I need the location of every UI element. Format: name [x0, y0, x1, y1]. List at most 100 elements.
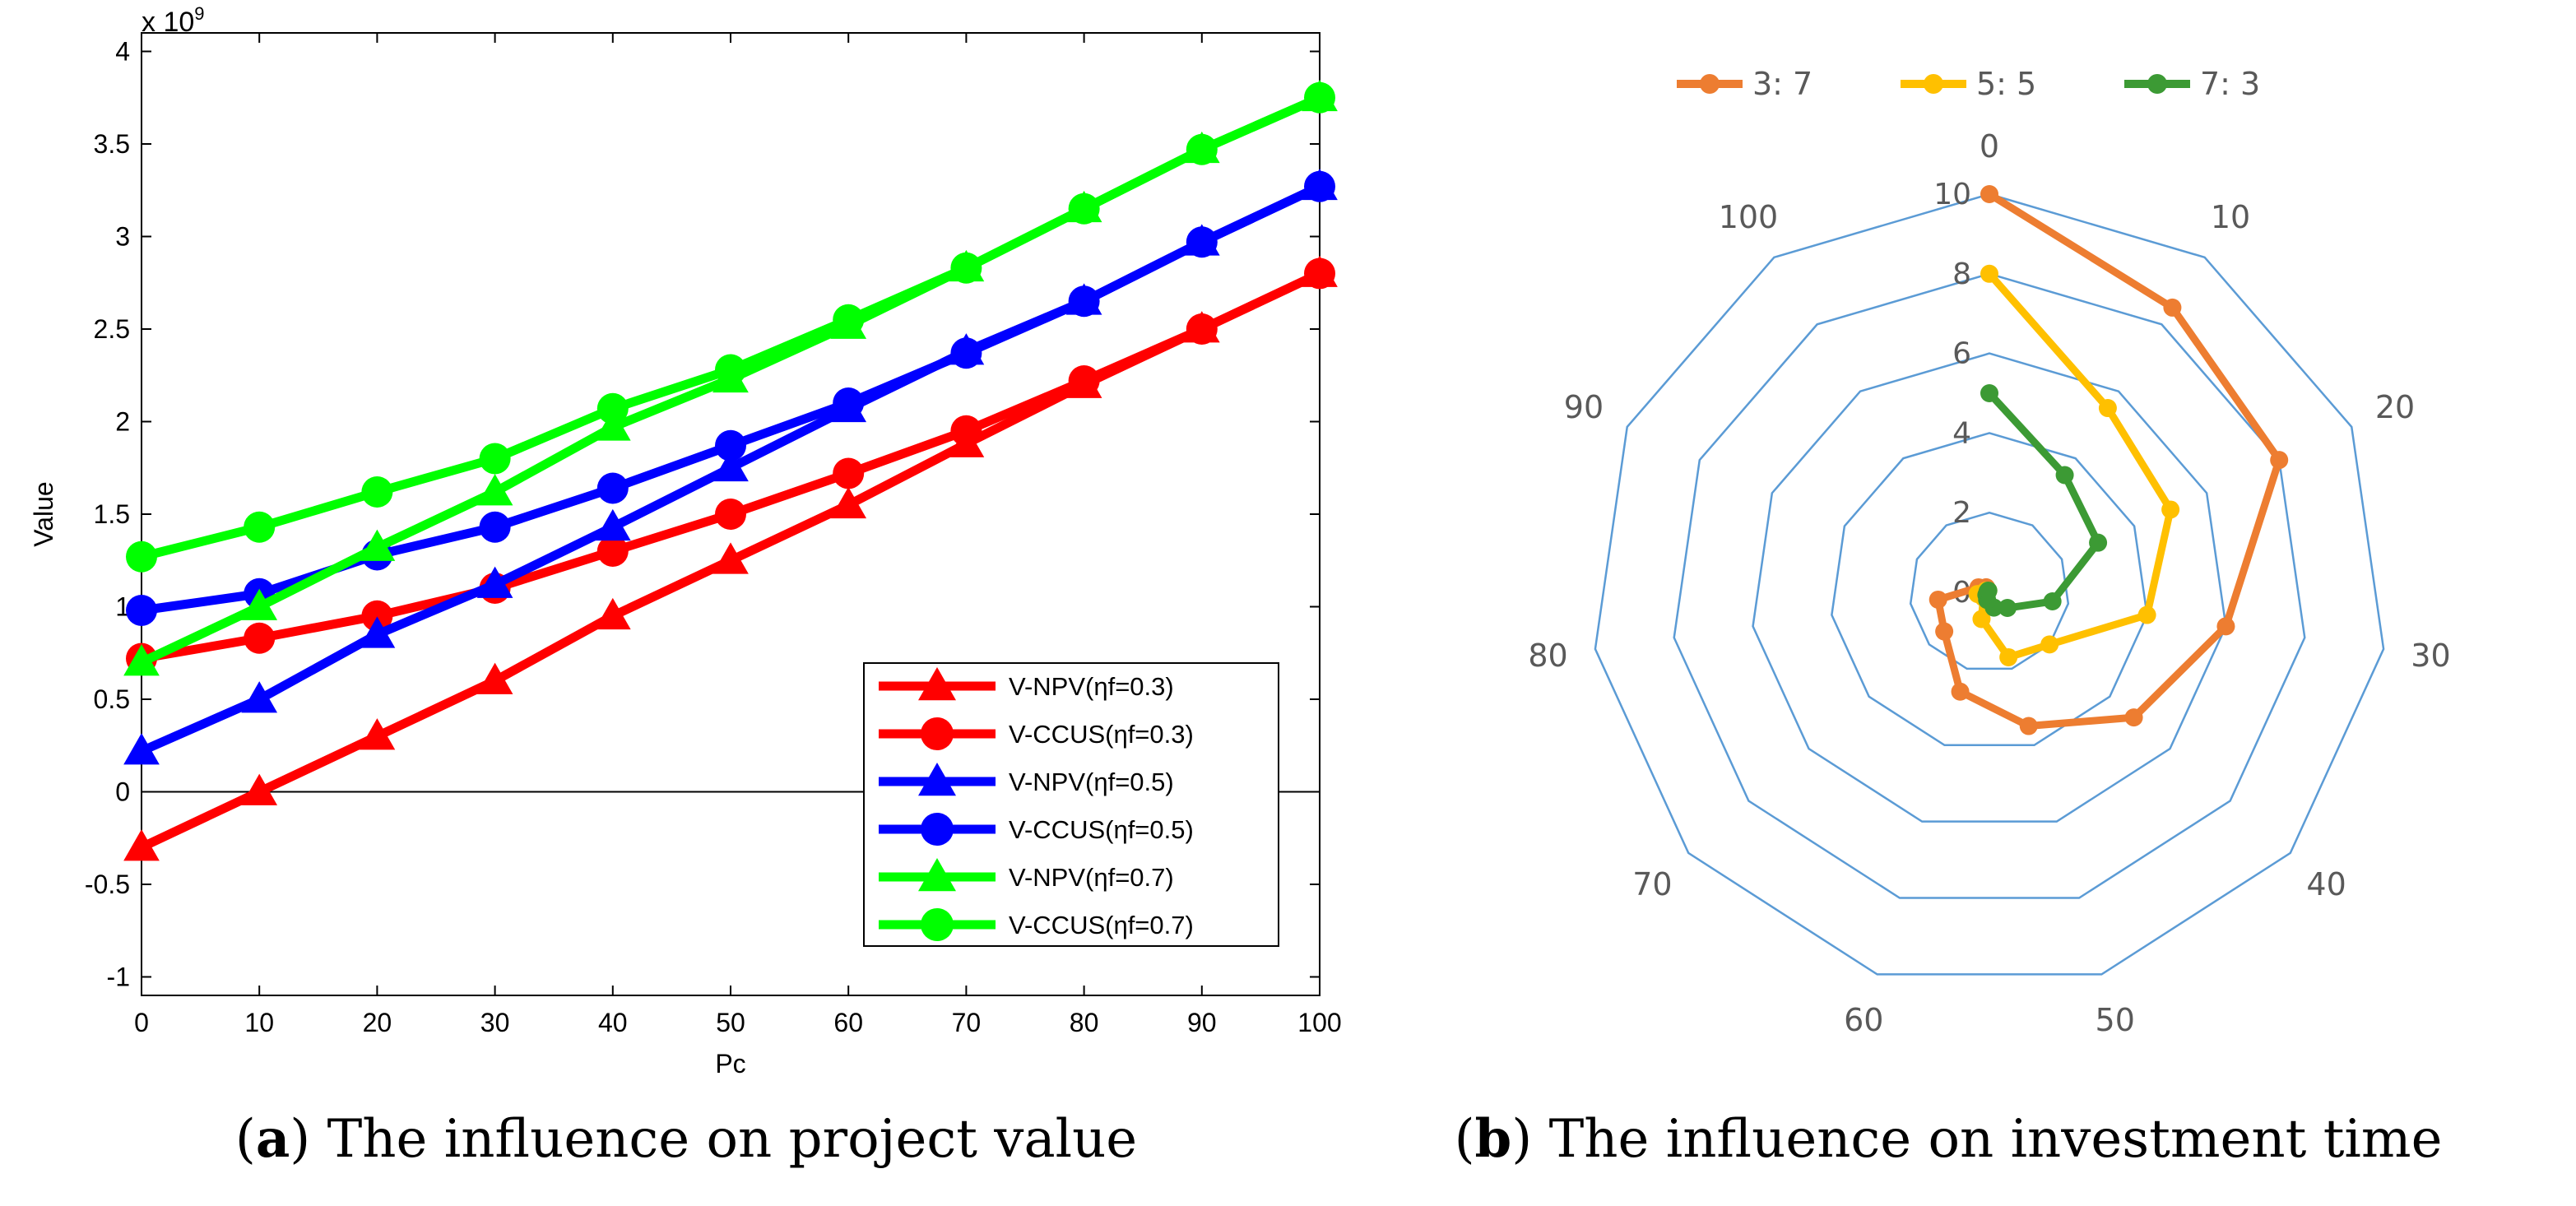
data-point — [359, 529, 396, 561]
data-point — [479, 511, 511, 543]
series-circle-00ff00 — [126, 81, 1335, 573]
data-point — [241, 681, 278, 713]
y-tick-label: 0.5 — [94, 684, 130, 714]
radar-data-point — [2040, 635, 2059, 654]
x-tick-label: 10 — [244, 1008, 274, 1037]
data-point — [1186, 133, 1218, 165]
legend-label: 7: 3 — [2200, 66, 2260, 102]
data-point — [479, 443, 511, 475]
data-point — [715, 354, 746, 386]
y-tick-label: -1 — [107, 962, 130, 992]
radar-data-point — [1998, 599, 2017, 618]
radar-chart-panel: 3: 7 5: 5 7: 3 0 2 4 6 8 10 0 10 20 30 40 50 60 70 80 90… — [1528, 66, 2450, 1038]
data-point — [123, 829, 160, 861]
radar-data-point — [2161, 500, 2180, 519]
radar-data-point — [1951, 682, 1970, 701]
category-label: 80 — [1528, 638, 1567, 674]
radar-data-point — [2019, 717, 2038, 735]
legend-label: 3: 7 — [1752, 66, 1812, 102]
radar-ring — [1594, 192, 2385, 976]
legend-label: V-CCUS(ηf=0.3) — [1009, 720, 1194, 749]
radar-data-point — [2055, 466, 2074, 485]
legend-label: 5: 5 — [1976, 66, 2036, 102]
legend-entry: 3: 7 — [1677, 66, 1812, 102]
x-tick-label: 50 — [716, 1008, 745, 1037]
radar-series — [1977, 384, 2108, 618]
x-tick-label: 0 — [134, 1008, 149, 1037]
data-point — [361, 600, 393, 632]
x-tick-label: 60 — [833, 1008, 863, 1037]
data-point — [1068, 365, 1100, 397]
radar-data-point — [2098, 399, 2117, 418]
legend-swatch-marker — [918, 763, 956, 796]
data-series-group — [1929, 185, 2289, 735]
ring-value-label: 8 — [1952, 257, 1971, 291]
legend-entry: V-NPV(ηf=0.5) — [879, 763, 1174, 796]
data-point — [596, 392, 629, 424]
y-tick-label: -0.5 — [85, 870, 130, 899]
y-tick-label: 1.5 — [94, 499, 130, 529]
legend-entry: V-CCUS(ηf=0.3) — [879, 717, 1194, 750]
category-label: 10 — [2211, 199, 2250, 235]
ring-value-label: 6 — [1952, 337, 1971, 371]
caption-b: (b) The influence on investment time — [1455, 1108, 2443, 1170]
axis-ticks: 0 10 20 30 40 50 60 70 80 90 100-1-0.500.511.522.5… — [85, 33, 1342, 1037]
radar-data-point — [1980, 264, 1998, 283]
radar-data-point — [1980, 185, 1998, 203]
radar-data-point — [2043, 592, 2062, 611]
data-point — [1068, 285, 1100, 318]
legend-entry: V-CCUS(ηf=0.5) — [879, 813, 1194, 846]
data-point — [126, 595, 157, 626]
radar-series-line — [1982, 390, 2102, 612]
x-tick-label: 40 — [598, 1008, 628, 1037]
data-series-group — [123, 79, 1338, 861]
radar-data-point — [2124, 708, 2143, 727]
legend-swatch-marker — [921, 908, 954, 941]
data-point — [712, 449, 749, 482]
legend-label: V-NPV(ηf=0.3) — [1009, 672, 1174, 701]
data-point — [1068, 192, 1100, 225]
legend-entry: V-CCUS(ηf=0.7) — [879, 908, 1194, 941]
radar-ring — [1909, 511, 2070, 670]
category-label: 0 — [1980, 128, 1999, 165]
data-point — [830, 486, 867, 519]
y-axis-label: Value — [29, 481, 58, 546]
category-label: 50 — [2096, 1002, 2135, 1038]
legend-label: V-CCUS(ηf=0.7) — [1009, 911, 1194, 939]
radar-data-point — [2137, 605, 2156, 624]
x-tick-label: 90 — [1187, 1008, 1217, 1037]
legend-swatch-marker — [1700, 74, 1720, 94]
legend-swatch-marker — [918, 667, 956, 701]
series-circle-ff0000 — [126, 257, 1335, 675]
ring-value-label: 4 — [1952, 416, 1971, 450]
radar-axis-labels: 0 10 20 30 40 50 60 70 80 90 100 — [1528, 128, 2450, 1038]
y-tick-label: 3.5 — [94, 129, 130, 159]
category-label: 70 — [1632, 866, 1672, 902]
y-tick-label: 3 — [115, 222, 130, 252]
category-label: 90 — [1564, 389, 1604, 425]
x-tick-label: 100 — [1297, 1008, 1341, 1037]
data-point — [476, 662, 513, 694]
legend: V-NPV(ηf=0.3) V-CCUS(ηf=0.3) V-NPV(ηf=0.5)… — [863, 662, 1279, 947]
data-point — [712, 542, 749, 574]
data-point — [126, 540, 157, 573]
radar-ring — [1752, 352, 2227, 823]
x-tick-label: 80 — [1070, 1008, 1099, 1037]
legend-entry: 7: 3 — [2124, 66, 2260, 102]
x-tick-label: 30 — [480, 1008, 510, 1037]
legend-entry: V-NPV(ηf=0.3) — [879, 667, 1174, 701]
radar-data-point — [1935, 622, 1954, 641]
data-point — [950, 252, 982, 284]
category-label: 20 — [2375, 389, 2415, 425]
legend-swatch-marker — [2147, 74, 2167, 94]
x-axis-label: Pc — [715, 1049, 745, 1078]
y-tick-label: 0 — [115, 777, 130, 807]
radar-data-point — [2216, 617, 2235, 636]
data-point — [244, 511, 276, 543]
data-point — [123, 733, 160, 765]
radar-data-point — [1999, 647, 2018, 666]
category-label: 60 — [1844, 1002, 1883, 1038]
caption-a: (a) The influence on project value — [235, 1108, 1137, 1170]
data-point — [950, 337, 982, 369]
